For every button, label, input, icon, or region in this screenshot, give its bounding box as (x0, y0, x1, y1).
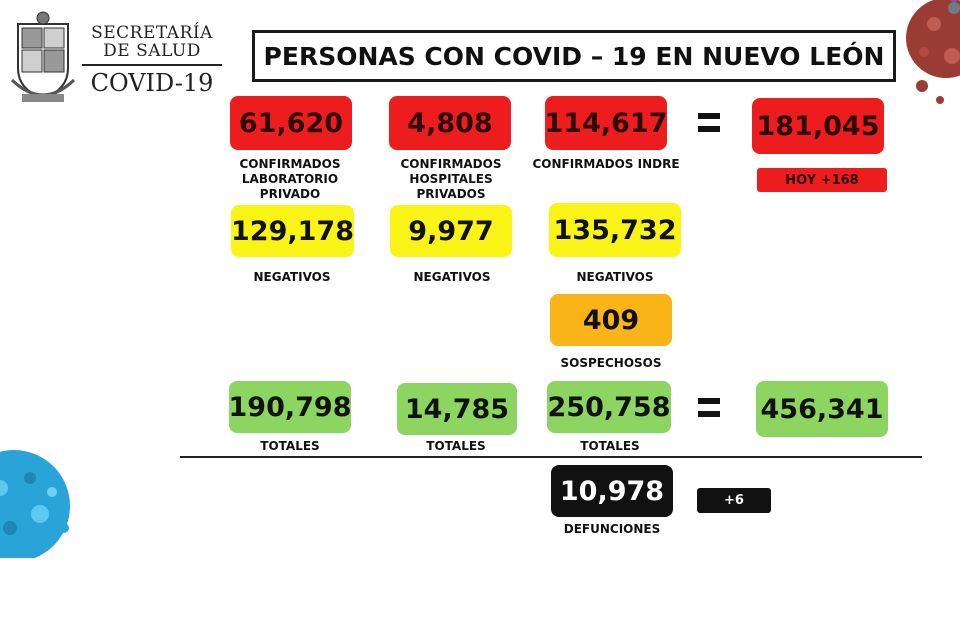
negativos-hospitales-label: NEGATIVOS (413, 270, 491, 284)
confirmados-hospitales-value: 4,808 (389, 96, 511, 150)
defunciones-increment-badge: +6 (697, 488, 771, 513)
secretaria-de-salud-logo: SECRETARÍA DE SALUD COVID-19 (82, 24, 222, 96)
grand-total-value: 456,341 (756, 381, 888, 437)
totales-privado-value: 190,798 (229, 381, 352, 433)
confirmados-privado-label: CONFIRMADOS LABORATORIO PRIVADO (239, 157, 341, 201)
confirmados-indre-value: 114,617 (545, 96, 668, 150)
hoy-badge: HOY +168 (757, 168, 887, 192)
virus-illustration-icon (906, 0, 960, 104)
totales-indre-label: TOTALES (580, 439, 640, 453)
page-title: PERSONAS CON COVID – 19 EN NUEVO LEÓN (252, 30, 896, 82)
equals-sign-icon (698, 398, 720, 418)
confirmados-hospitales-label: CONFIRMADOS HOSPITALES PRIVADOS (400, 157, 502, 201)
nuevo-leon-crest-logo (10, 11, 76, 102)
negativos-hospitales-value: 9,977 (390, 205, 512, 257)
totales-indre-value: 250,758 (547, 381, 671, 433)
de-salud-text: DE SALUD (103, 41, 201, 61)
confirmados-total-value: 181,045 (752, 98, 884, 154)
defunciones-value: 10,978 (551, 465, 673, 517)
totales-hospitales-label: TOTALES (426, 439, 486, 453)
covid-19-text: COVID-19 (90, 69, 214, 97)
negativos-privado-label: NEGATIVOS (253, 270, 331, 284)
totales-hospitales-value: 14,785 (397, 383, 517, 435)
secretaria-text: SECRETARÍA (91, 23, 213, 43)
confirmados-indre-label: CONFIRMADOS INDRE (532, 157, 680, 171)
totales-privado-label: TOTALES (260, 439, 320, 453)
equals-sign-icon (698, 113, 720, 133)
infographic: SECRETARÍA DE SALUD COVID-19 PERSONAS CO… (0, 0, 960, 560)
confirmados-privado-value: 61,620 (230, 96, 352, 150)
negativos-indre-label: NEGATIVOS (576, 270, 654, 284)
negativos-indre-value: 135,732 (549, 203, 681, 257)
defunciones-label: DEFUNCIONES (563, 522, 661, 536)
section-divider (180, 456, 922, 458)
sospechosos-value: 409 (550, 294, 672, 346)
sospechosos-label: SOSPECHOSOS (560, 356, 662, 370)
virus-illustration-icon (0, 450, 70, 558)
logo-divider (82, 64, 222, 66)
negativos-privado-value: 129,178 (231, 205, 354, 257)
